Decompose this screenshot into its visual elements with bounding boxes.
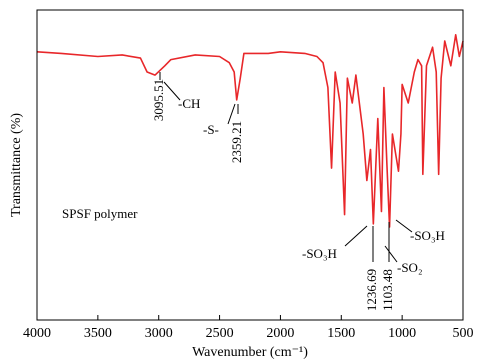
arrow bbox=[163, 81, 181, 101]
y-axis-label: Transmittance (%) bbox=[9, 113, 24, 217]
x-tick-label: 4000 bbox=[23, 326, 51, 341]
x-tick-label: 1000 bbox=[388, 326, 416, 341]
spectrum-line bbox=[36, 34, 464, 228]
annotation: -SO₃H bbox=[410, 228, 445, 243]
annotation: -CH bbox=[178, 96, 200, 111]
plot-frame bbox=[36, 9, 464, 321]
arrow bbox=[395, 219, 413, 233]
x-tick-label: 2000 bbox=[266, 326, 294, 341]
x-tick-label: 2500 bbox=[206, 326, 234, 341]
annotation: 3095.51 bbox=[151, 79, 166, 121]
annotations: 3095.51 -CH -S- 2359.21 SPSF polymer -SO… bbox=[62, 72, 445, 311]
arrow bbox=[384, 245, 398, 263]
x-tick-label: 3000 bbox=[145, 326, 173, 341]
annotation: -SO₃H bbox=[302, 246, 337, 261]
annotation: SPSF polymer bbox=[62, 206, 138, 221]
annotation: -S- bbox=[203, 122, 219, 137]
arrow bbox=[344, 225, 368, 247]
arrow bbox=[227, 103, 236, 125]
x-axis-label: Wavenumber (cm⁻¹) bbox=[192, 345, 308, 360]
annotation: 2359.21 bbox=[229, 121, 244, 163]
x-tick-label: 3500 bbox=[84, 326, 112, 341]
annotation: 1103.48 bbox=[380, 269, 395, 311]
x-tick-label: 1500 bbox=[327, 326, 355, 341]
annotation: -SO₂ bbox=[397, 260, 422, 275]
x-tick-label: 500 bbox=[453, 326, 474, 341]
annotation: 1236.69 bbox=[364, 269, 379, 311]
